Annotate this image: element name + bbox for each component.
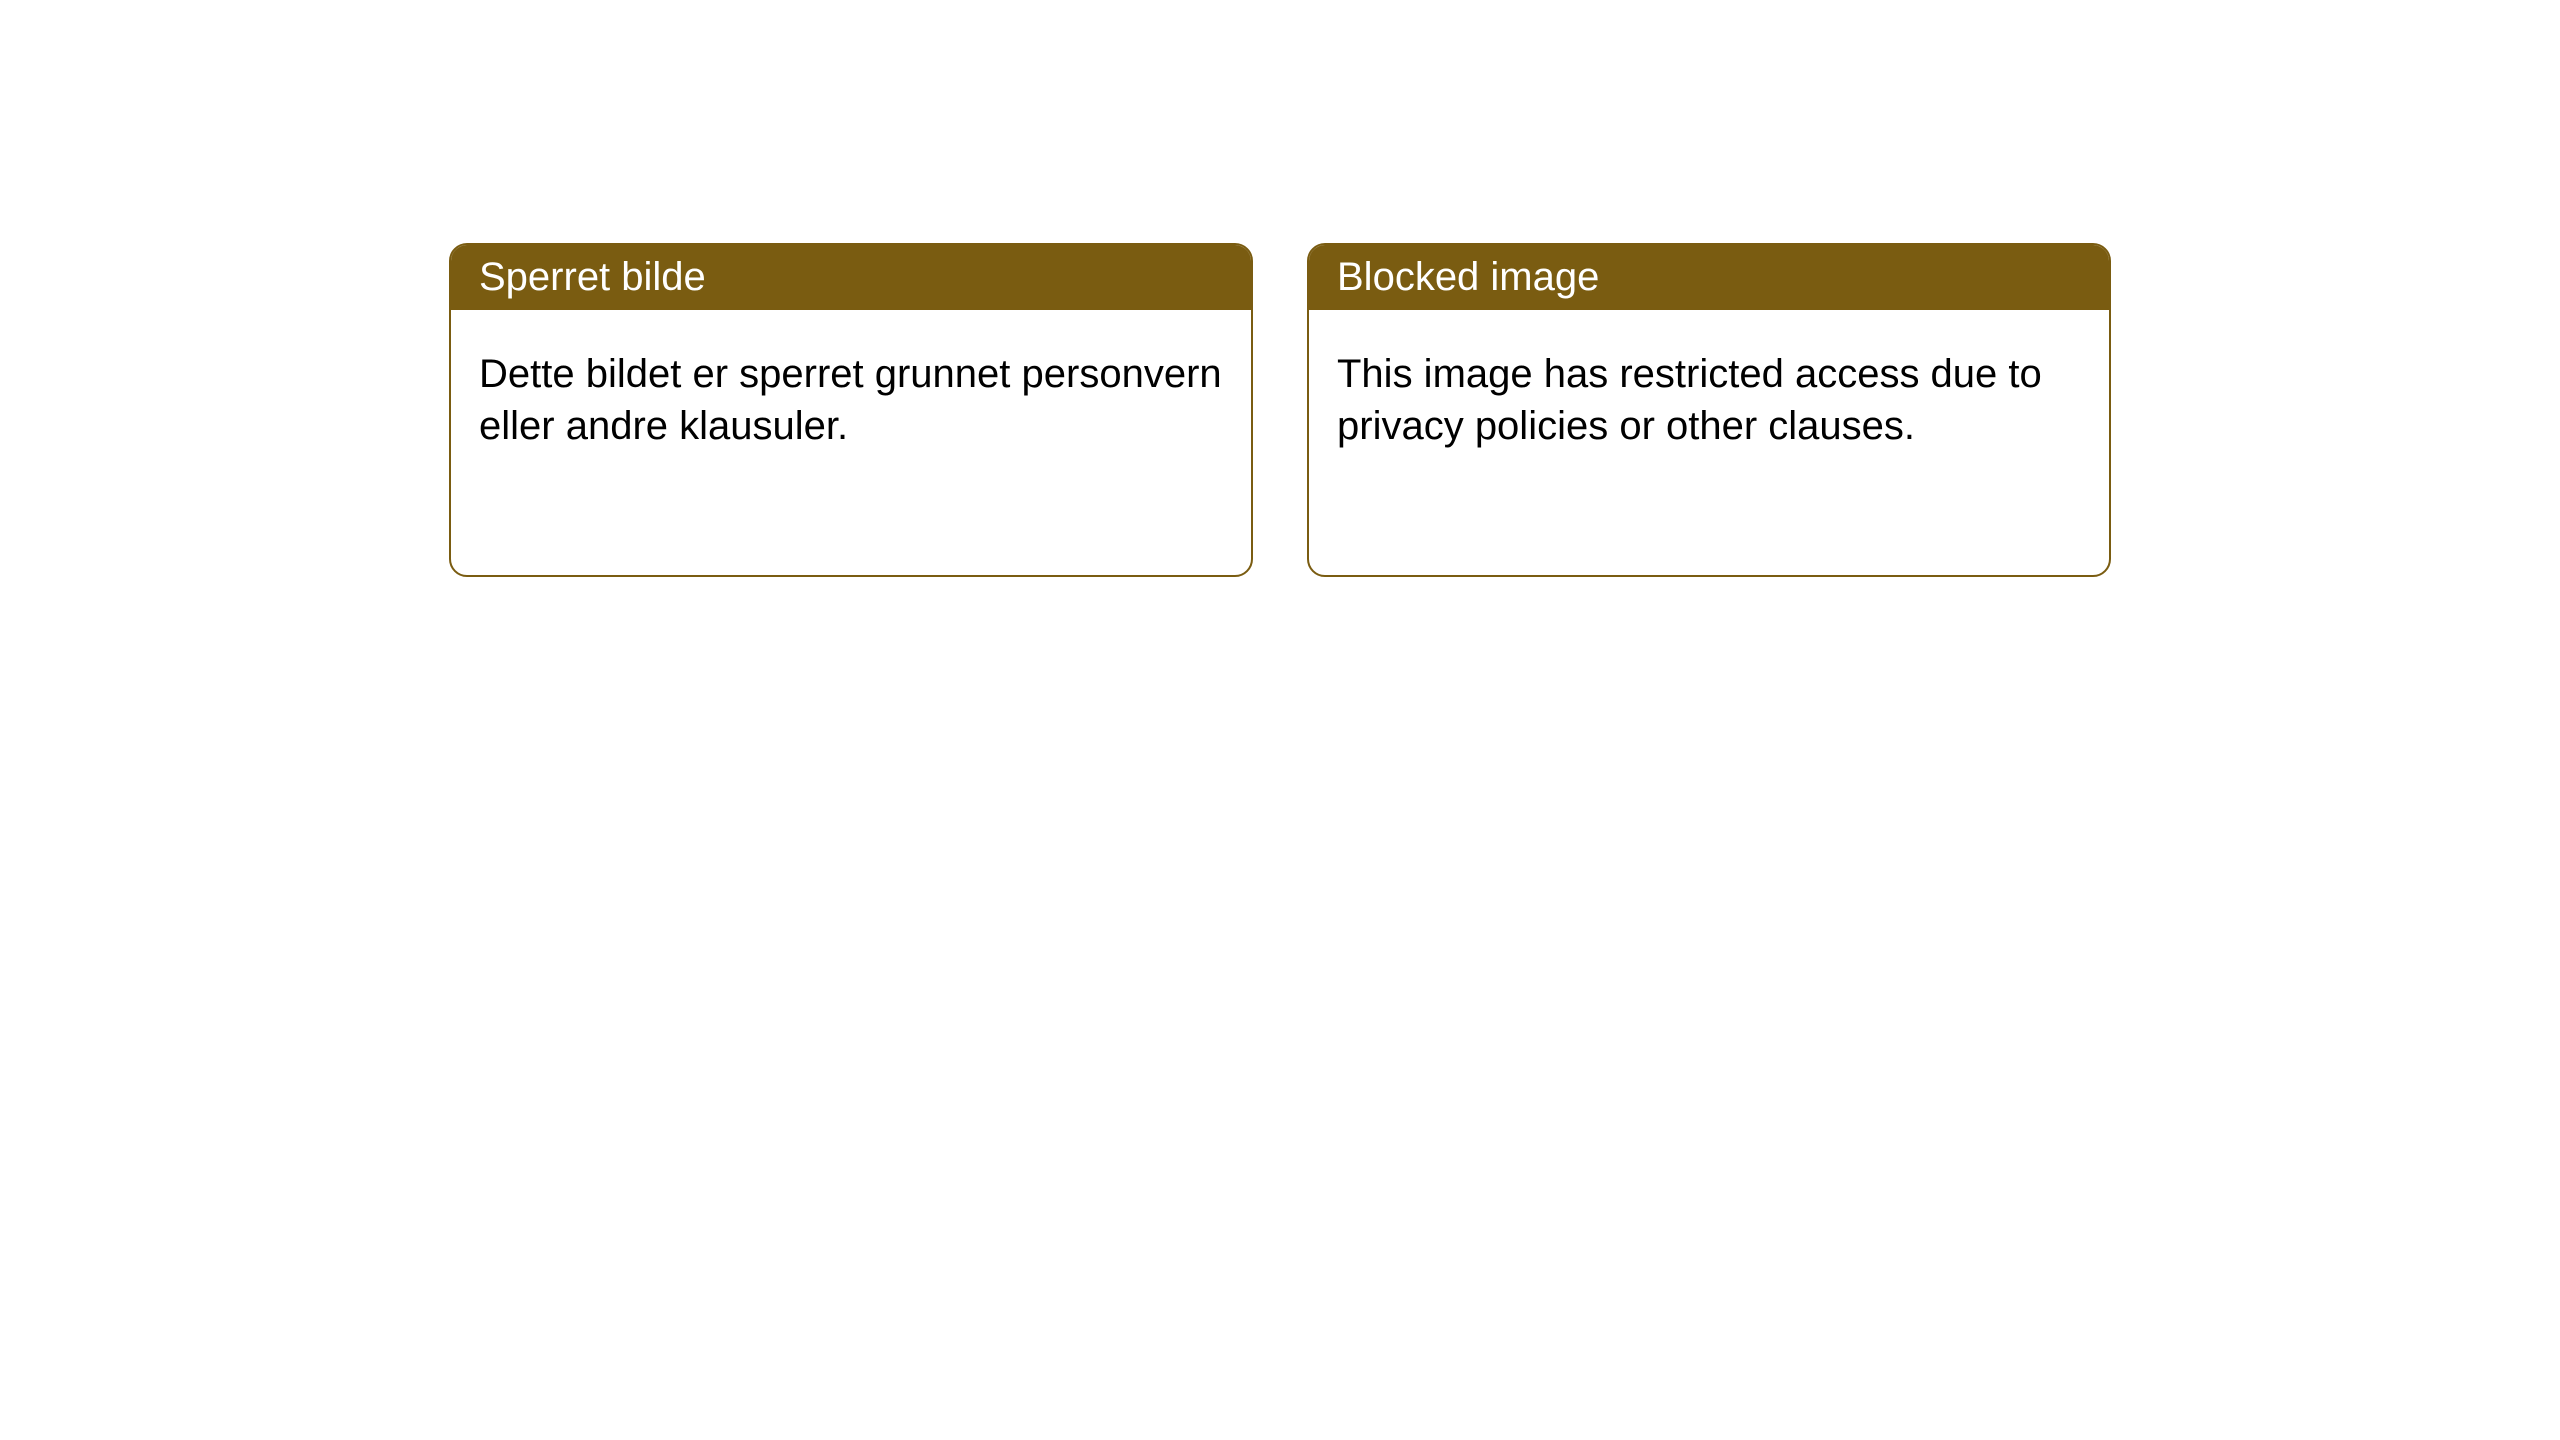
notice-card-norwegian: Sperret bilde Dette bildet er sperret gr… xyxy=(449,243,1253,577)
card-header: Blocked image xyxy=(1309,245,2109,310)
card-title: Blocked image xyxy=(1337,255,1599,299)
card-body: Dette bildet er sperret grunnet personve… xyxy=(451,310,1251,490)
card-body: This image has restricted access due to … xyxy=(1309,310,2109,490)
card-header: Sperret bilde xyxy=(451,245,1251,310)
card-body-text: Dette bildet er sperret grunnet personve… xyxy=(479,352,1222,448)
card-body-text: This image has restricted access due to … xyxy=(1337,352,2042,448)
card-title: Sperret bilde xyxy=(479,255,706,299)
notice-cards-container: Sperret bilde Dette bildet er sperret gr… xyxy=(0,0,2560,577)
notice-card-english: Blocked image This image has restricted … xyxy=(1307,243,2111,577)
